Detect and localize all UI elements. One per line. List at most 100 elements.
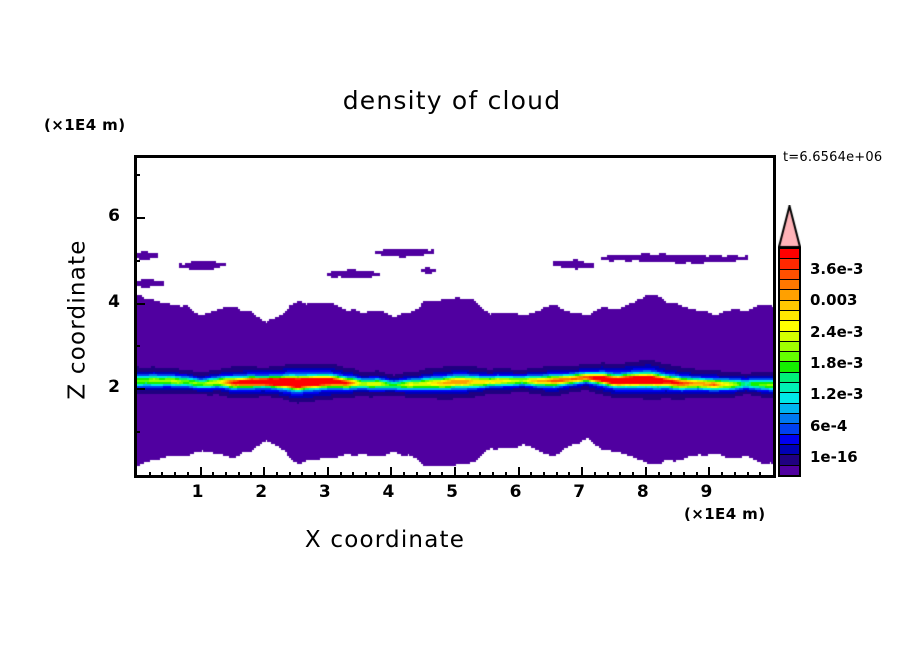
colorbar-band <box>780 300 799 311</box>
x-tick-minor <box>301 472 304 478</box>
colorbar-tick-label: 6e-4 <box>810 416 848 435</box>
x-tick-minor <box>352 472 355 478</box>
x-tick-minor <box>568 472 571 478</box>
y-axis-unit-label: (×1E4 m) <box>44 116 126 134</box>
colorbar-band <box>780 269 799 280</box>
y-axis-title: Z coordinate <box>64 239 91 400</box>
x-tick-label: 5 <box>446 482 458 502</box>
y-tick-minor <box>134 345 140 348</box>
x-tick-minor <box>212 472 215 478</box>
x-tick-major <box>517 467 520 478</box>
colorbar-band <box>780 279 799 291</box>
x-tick-minor <box>314 472 317 478</box>
colorbar-band <box>780 372 799 384</box>
x-tick-minor <box>288 472 291 478</box>
x-tick-major <box>708 467 711 478</box>
x-tick-label: 8 <box>636 482 649 502</box>
x-tick-minor <box>377 472 380 478</box>
x-tick-label: 2 <box>255 482 268 502</box>
colorbar-band <box>780 444 799 456</box>
y-tick-major <box>134 216 145 219</box>
colorbar-arrow-cap-icon <box>778 205 801 247</box>
x-tick-minor <box>593 472 596 478</box>
colorbar-band <box>780 455 799 466</box>
y-tick-label: 2 <box>108 377 120 398</box>
colorbar-band <box>780 362 799 373</box>
y-tick-label: 4 <box>108 291 120 312</box>
colorbar-band <box>780 341 799 353</box>
x-tick-minor <box>606 472 609 478</box>
x-tick-minor <box>695 472 698 478</box>
time-annotation: t=6.6564e+06 <box>783 150 883 165</box>
x-tick-label: 6 <box>509 482 522 502</box>
colorbar-tick-label: 0.003 <box>810 291 858 310</box>
colorbar-tick-label: 2.4e-3 <box>810 322 864 341</box>
page-title: density of cloud <box>342 86 562 115</box>
colorbar-bands <box>778 247 801 477</box>
x-tick-minor <box>733 472 736 478</box>
colorbar-band <box>780 331 799 342</box>
colorbar-band <box>780 424 799 435</box>
colorbar-tick-label: 1e-16 <box>810 448 858 467</box>
x-tick-label: 7 <box>573 482 586 502</box>
x-tick-minor <box>682 472 685 478</box>
x-tick-label: 4 <box>382 482 395 502</box>
colorbar-tick-label: 1.8e-3 <box>810 354 864 372</box>
x-tick-minor <box>225 472 228 478</box>
plot-area <box>134 155 776 478</box>
x-tick-major <box>454 467 456 478</box>
x-tick-minor <box>543 472 546 478</box>
x-axis-unit-label: (×1E4 m) <box>684 505 766 523</box>
x-tick-label: 9 <box>700 482 713 502</box>
x-tick-minor <box>721 472 724 478</box>
x-tick-minor <box>619 472 622 478</box>
contour-field <box>137 158 773 475</box>
colorbar-band <box>780 310 799 322</box>
x-tick-minor <box>555 472 558 478</box>
colorbar-tick-label: 1.2e-3 <box>810 385 864 404</box>
y-tick-minor <box>134 259 140 262</box>
x-tick-minor <box>530 472 533 478</box>
x-tick-minor <box>161 472 164 478</box>
x-tick-minor <box>364 472 367 478</box>
x-tick-major <box>581 467 584 478</box>
colorbar-tick-label: 3.6e-3 <box>810 259 864 278</box>
colorbar-band <box>780 290 799 301</box>
y-tick-label: 6 <box>108 205 120 226</box>
x-tick-minor <box>237 472 240 478</box>
x-tick-major <box>390 467 393 478</box>
x-tick-minor <box>428 472 431 478</box>
colorbar-band <box>780 393 799 404</box>
x-tick-label: 1 <box>191 482 204 502</box>
x-tick-minor <box>339 472 342 478</box>
x-tick-minor <box>492 472 495 478</box>
x-tick-minor <box>403 472 406 478</box>
colorbar-band <box>780 414 799 425</box>
y-tick-major <box>134 302 145 305</box>
colorbar-band <box>780 434 799 445</box>
x-axis-title: X coordinate <box>304 527 466 553</box>
x-tick-major <box>199 467 202 478</box>
x-tick-major <box>263 467 266 478</box>
x-tick-minor <box>415 472 418 478</box>
colorbar-band <box>780 352 799 363</box>
x-tick-major <box>326 467 329 478</box>
colorbar-band <box>780 383 799 394</box>
x-tick-minor <box>759 472 762 478</box>
x-tick-label: 3 <box>318 482 331 502</box>
y-tick-minor <box>134 174 140 177</box>
x-tick-minor <box>746 472 749 478</box>
y-tick-minor <box>134 431 140 434</box>
colorbar-band <box>780 259 799 270</box>
colorbar-band <box>780 465 799 475</box>
x-tick-minor <box>670 472 673 478</box>
x-tick-minor <box>186 472 189 478</box>
x-tick-minor <box>632 472 635 478</box>
x-tick-minor <box>275 472 278 478</box>
x-tick-major <box>644 467 647 478</box>
x-tick-minor <box>148 472 151 478</box>
x-tick-minor <box>466 472 469 478</box>
x-tick-minor <box>657 472 660 478</box>
y-tick-major <box>134 388 145 391</box>
